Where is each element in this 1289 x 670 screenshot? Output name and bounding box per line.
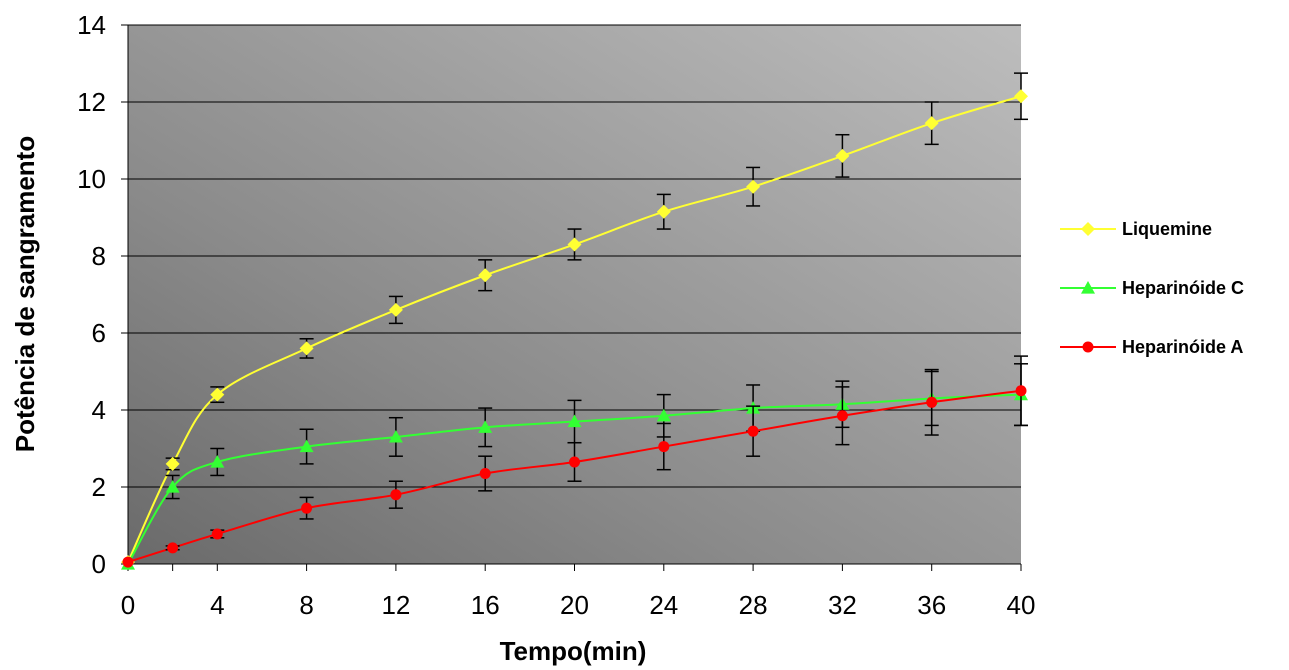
x-axis-title: Tempo(min) xyxy=(500,636,647,666)
data-point-diamond xyxy=(924,116,939,131)
data-point-triangle xyxy=(299,439,314,453)
data-point-triangle xyxy=(567,414,582,428)
x-tick-label: 24 xyxy=(649,590,678,620)
x-tick-label: 12 xyxy=(381,590,410,620)
data-point-diamond xyxy=(746,179,761,194)
series-heparin-ide-c xyxy=(121,363,1028,570)
legend-label: Heparinóide A xyxy=(1122,337,1243,357)
data-point-triangle xyxy=(1081,281,1095,294)
data-point-diamond xyxy=(1081,222,1095,236)
x-tick-label: 40 xyxy=(1007,590,1036,620)
legend-label: Liquemine xyxy=(1122,219,1212,239)
x-tick-label: 28 xyxy=(739,590,768,620)
data-point-circle xyxy=(479,468,491,480)
y-tick-label: 12 xyxy=(77,87,106,117)
data-point-circle xyxy=(390,489,402,501)
y-tick-label: 14 xyxy=(77,10,106,40)
y-tick-labels: 0 2 4 6 8 10 12 14 xyxy=(77,10,128,579)
y-tick-label: 6 xyxy=(92,318,106,348)
series-heparin-ide-a xyxy=(122,355,1028,568)
legend-label: Heparinóide C xyxy=(1122,278,1244,298)
data-point-circle xyxy=(569,456,580,468)
data-point-circle xyxy=(122,556,134,568)
y-tick-label: 10 xyxy=(77,164,106,194)
x-tick-label: 4 xyxy=(210,590,224,620)
x-tick-label: 36 xyxy=(917,590,946,620)
data-point-diamond xyxy=(1014,89,1028,104)
data-point-circle xyxy=(1015,385,1027,397)
data-point-diamond xyxy=(210,387,225,402)
data-point-triangle xyxy=(165,480,180,493)
x-tick-label: 0 xyxy=(121,590,135,620)
data-point-triangle xyxy=(478,420,493,433)
data-point-circle xyxy=(926,396,938,408)
series-group xyxy=(121,72,1028,570)
data-point-triangle xyxy=(388,429,403,443)
data-point-circle xyxy=(301,502,313,514)
data-point-circle xyxy=(747,425,759,437)
data-point-diamond xyxy=(656,204,671,219)
legend-item: Liquemine xyxy=(1060,219,1212,239)
x-tick-label: 8 xyxy=(299,590,313,620)
data-point-diamond xyxy=(567,237,582,252)
y-tick-label: 4 xyxy=(92,395,106,425)
y-axis-title: Potência de sangramento xyxy=(10,136,40,452)
gridlines xyxy=(128,24,1021,488)
y-tick-label: 0 xyxy=(92,549,106,579)
legend: Liquemine Heparinóide C Heparinóide A xyxy=(1060,219,1244,357)
plot-area xyxy=(128,25,1021,564)
legend-item: Heparinóide C xyxy=(1060,278,1244,298)
data-point-circle xyxy=(1082,341,1094,353)
series-line xyxy=(127,95,1022,563)
data-point-diamond xyxy=(299,341,314,356)
data-point-circle xyxy=(658,441,670,453)
data-point-circle xyxy=(836,410,848,422)
data-point-diamond xyxy=(165,456,180,471)
data-point-diamond xyxy=(388,302,403,317)
data-point-triangle xyxy=(656,408,671,422)
data-point-diamond xyxy=(835,148,850,163)
x-tick-label: 32 xyxy=(828,590,857,620)
y-tick-label: 2 xyxy=(92,472,106,502)
y-tick-label: 8 xyxy=(92,241,106,271)
series-liquemine xyxy=(121,72,1028,570)
data-point-circle xyxy=(167,542,179,554)
x-tick-label: 16 xyxy=(471,590,500,620)
x-tick-label: 20 xyxy=(560,590,589,620)
legend-item: Heparinóide A xyxy=(1060,337,1243,357)
data-point-diamond xyxy=(478,268,493,283)
x-tick-labels: 0 4 8 12 16 20 24 28 32 36 40 xyxy=(121,564,1036,620)
data-point-triangle xyxy=(210,454,225,468)
data-point-circle xyxy=(211,528,223,540)
